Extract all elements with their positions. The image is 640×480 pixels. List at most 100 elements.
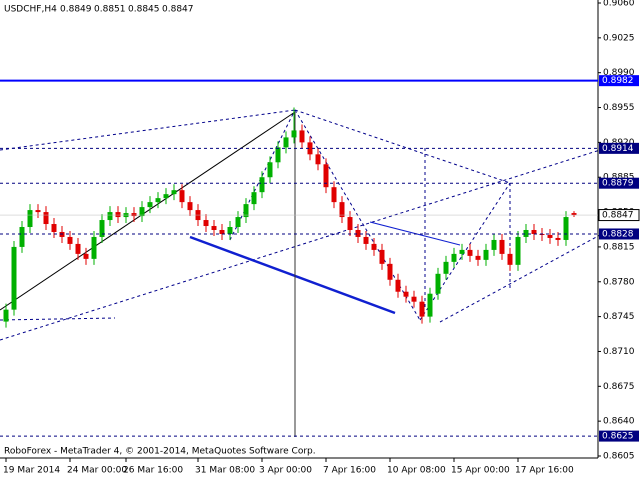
candle-body (299, 130, 305, 143)
candle-body (99, 220, 105, 237)
candle-body (555, 237, 561, 240)
candle-body (203, 220, 209, 227)
x-tick-label: 26 Mar 16:00 (123, 466, 183, 476)
y-tick-label: 0.8955 (603, 103, 635, 113)
candle-body (35, 210, 41, 213)
candle-body (355, 229, 361, 237)
level-label: 0.8828 (602, 229, 634, 239)
candle-body (147, 202, 153, 208)
candle-body (187, 202, 193, 211)
candle-body (267, 162, 273, 178)
candle-body (531, 229, 537, 234)
level-label: 0.8914 (602, 144, 634, 154)
x-tick-label: 24 Mar 00:00 (67, 466, 127, 476)
candle-body (315, 154, 321, 165)
candle-body (243, 204, 249, 218)
candle-body (131, 213, 137, 217)
candle-body (467, 249, 473, 256)
candle-body (155, 198, 161, 203)
candle-body (491, 239, 497, 250)
y-tick-label: 0.8675 (603, 382, 635, 392)
candle-body (171, 190, 177, 195)
candle-body (211, 226, 217, 230)
price-label-box (598, 209, 640, 222)
candle-body (571, 213, 577, 216)
trend-line (0, 111, 296, 311)
candle-body (19, 227, 25, 247)
candle-body (387, 263, 393, 280)
candle-body (403, 291, 409, 297)
level-label-box (599, 177, 639, 189)
candle-body (75, 243, 81, 254)
level-label: 0.8879 (602, 179, 634, 189)
candle-body (235, 217, 241, 228)
candle-body (451, 253, 457, 262)
candle-body (363, 236, 369, 244)
candle-body (3, 309, 9, 322)
candle-body (507, 253, 513, 265)
x-tick-label: 3 Apr 00:00 (259, 466, 312, 476)
candle-body (51, 224, 57, 232)
x-tick-label: 19 Mar 2014 (3, 466, 60, 476)
y-tick-label: 0.8815 (603, 242, 635, 252)
ohlc-open: 0.8849 (60, 5, 92, 15)
x-tick-label: 7 Apr 16:00 (323, 466, 376, 476)
candle-body (475, 255, 481, 260)
candle-body (547, 234, 553, 238)
ohlc-low: 0.8845 (128, 5, 160, 15)
candle-body (11, 246, 17, 310)
candle-body (179, 190, 185, 203)
candle-body (43, 212, 49, 225)
candle-body (275, 147, 281, 163)
candle-body (515, 236, 521, 265)
footer: RoboForex - MetaTrader 4, © 2001-2014, M… (4, 447, 316, 457)
x-tick-label: 17 Apr 16:00 (515, 466, 574, 476)
level-label-box (599, 430, 639, 442)
x-tick-label: 31 Mar 08:00 (195, 466, 255, 476)
candle-body (331, 187, 337, 203)
y-tick-label: 0.8710 (603, 347, 635, 357)
candle-body (443, 261, 449, 274)
level-label-box (599, 228, 639, 240)
candle-body (419, 301, 425, 317)
candle-body (251, 192, 257, 205)
candle-body (83, 253, 89, 259)
y-tick-label: 0.8990 (603, 68, 635, 78)
y-tick-label: 0.8745 (603, 312, 635, 322)
candle-body (107, 212, 113, 221)
x-tick-label: 10 Apr 08:00 (387, 466, 446, 476)
candle-body (27, 210, 33, 228)
candle-body (347, 217, 353, 230)
candle-body (163, 194, 169, 199)
candle-body (307, 142, 313, 155)
candle-body (427, 293, 433, 317)
y-tick-label: 0.8780 (603, 277, 635, 287)
level-label-box (599, 142, 639, 154)
candle-body (395, 279, 401, 292)
candle-body (115, 212, 121, 218)
chart-title: USDCHF,H4 (4, 5, 57, 15)
candle-body (411, 296, 417, 302)
x-tick-label: 15 Apr 00:00 (451, 466, 510, 476)
y-tick-label: 0.8640 (603, 417, 635, 427)
candle-body (291, 130, 297, 138)
y-tick-label: 0.9060 (603, 0, 635, 9)
candle-body (259, 177, 265, 193)
candle-body (139, 207, 145, 217)
candle-body (67, 236, 73, 244)
candle-body (523, 229, 529, 237)
y-tick-label: 0.9025 (603, 33, 635, 43)
y-tick-label: 0.8605 (603, 452, 635, 462)
candle-body (283, 137, 289, 148)
candle-body (371, 243, 377, 250)
ohlc-high: 0.8851 (94, 5, 126, 15)
ohlc-close: 0.8847 (162, 5, 194, 15)
candle-body (483, 249, 489, 260)
trend-line (189, 235, 396, 315)
candle-body (379, 249, 385, 264)
candle-body (435, 273, 441, 294)
level-label-box (599, 75, 639, 87)
candle-body (219, 229, 225, 234)
